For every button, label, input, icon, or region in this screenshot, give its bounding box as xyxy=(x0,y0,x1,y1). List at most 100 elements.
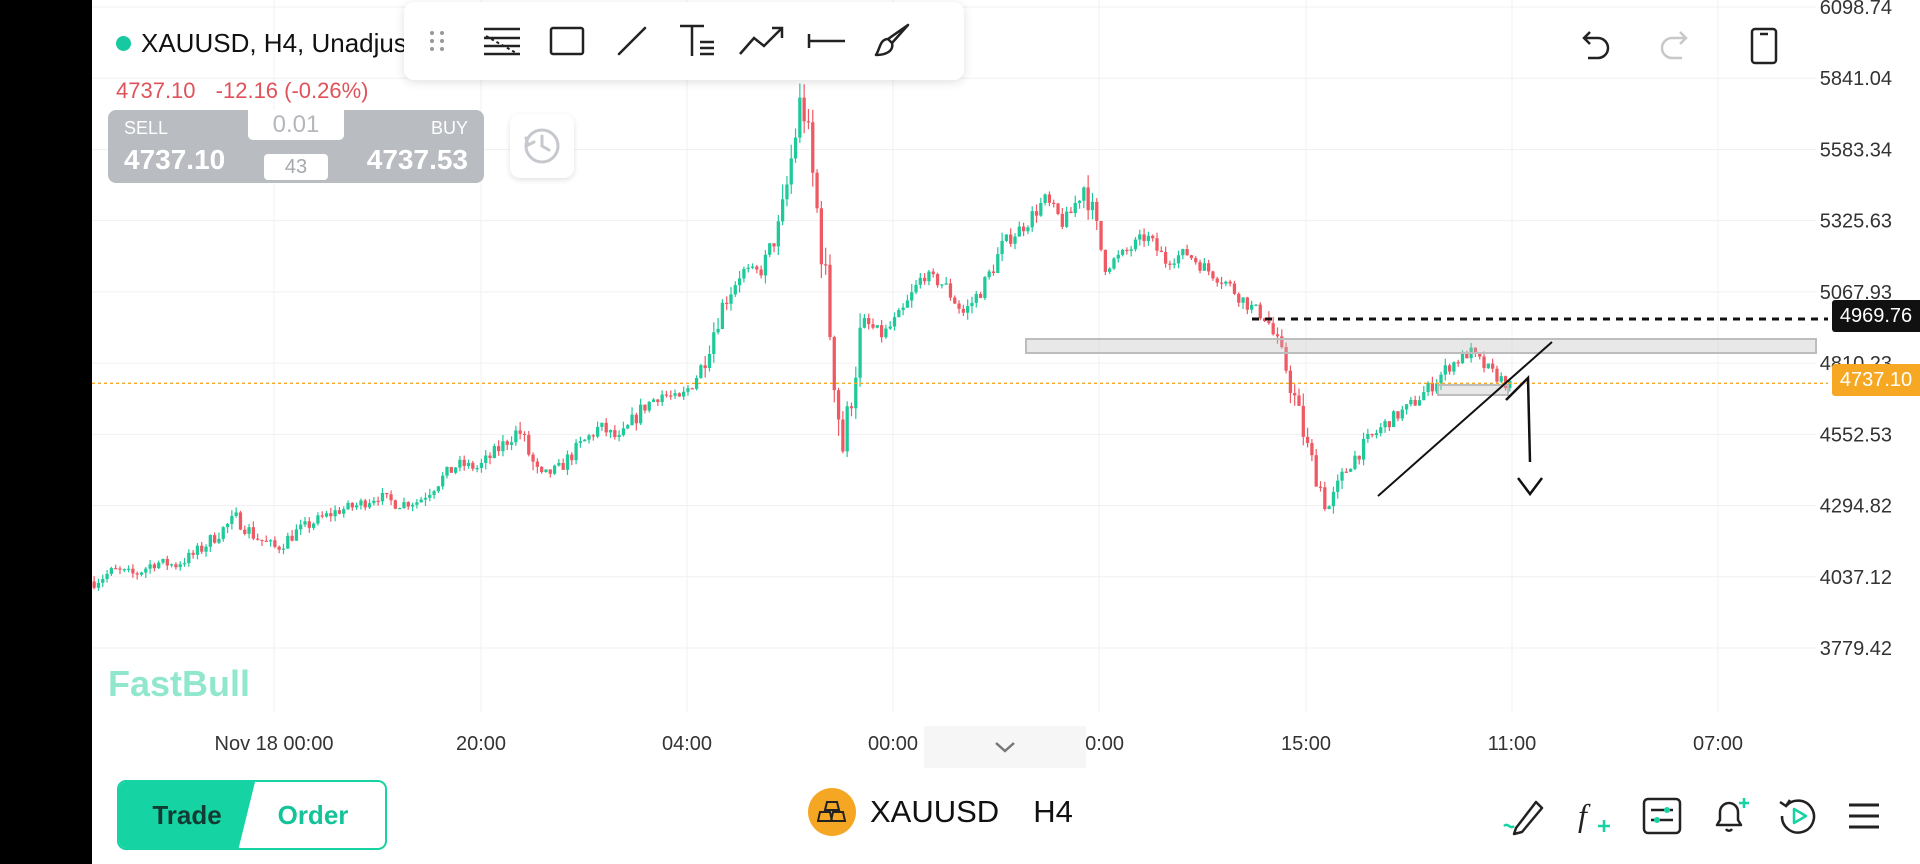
candle-body xyxy=(725,302,729,305)
symbol-selector[interactable]: XAUUSD H4 xyxy=(808,788,1073,836)
spread-badge: 43 xyxy=(264,154,328,180)
candle-body xyxy=(497,446,501,452)
candle-body xyxy=(1108,268,1112,272)
candle-body xyxy=(707,354,712,368)
candle-body xyxy=(488,455,492,458)
candle-body xyxy=(131,568,135,574)
symbol-header[interactable]: XAUUSD, H4, Unadjus xyxy=(116,28,407,59)
candle-body xyxy=(1232,283,1237,294)
down-arrow-head[interactable] xyxy=(1517,477,1543,497)
bar-replay-button[interactable] xyxy=(510,114,574,178)
candle-body xyxy=(1413,399,1417,406)
candle-body xyxy=(1258,304,1262,319)
replay-icon[interactable] xyxy=(1772,790,1824,842)
draw-pen-icon[interactable] xyxy=(1498,790,1550,842)
fib-lines-icon[interactable] xyxy=(469,8,534,74)
buy-button[interactable]: BUY 4737.53 xyxy=(334,110,484,183)
candle-body xyxy=(557,462,561,466)
device-rotate-icon[interactable] xyxy=(1736,18,1792,74)
candle-body xyxy=(1026,227,1030,232)
drag-handle-icon[interactable] xyxy=(404,8,469,74)
menu-icon[interactable] xyxy=(1838,790,1890,842)
candle-body xyxy=(449,466,453,473)
rectangle-icon[interactable] xyxy=(534,8,599,74)
text-tool-icon[interactable] xyxy=(664,8,729,74)
candle-body xyxy=(453,467,458,473)
x-axis-tick-label: 07:00 xyxy=(1693,733,1743,755)
candle-body xyxy=(109,568,113,574)
svg-text:f: f xyxy=(1578,797,1591,833)
tab-trade[interactable]: Trade xyxy=(119,782,255,848)
candle-body xyxy=(428,494,432,498)
resistance-zone-rectangle[interactable] xyxy=(1025,338,1817,354)
candle-body xyxy=(1215,278,1219,283)
candle-body xyxy=(436,486,441,492)
trade-order-switch: Trade Order xyxy=(117,780,387,850)
candle-body xyxy=(238,512,243,530)
alert-add-icon[interactable] xyxy=(1704,790,1756,842)
candle-body xyxy=(122,569,126,571)
ascending-trend-line[interactable] xyxy=(1377,341,1553,497)
candle-body xyxy=(1241,297,1245,303)
candle-body xyxy=(871,324,875,328)
candle-body xyxy=(957,303,961,309)
candle-body xyxy=(1357,455,1361,460)
x-axis-tick-label: 20:00 xyxy=(456,733,506,755)
candle-body xyxy=(669,395,673,397)
candle-body xyxy=(884,328,888,338)
trend-line-icon[interactable] xyxy=(599,8,664,74)
candle-body xyxy=(1155,238,1159,251)
collapse-panel-handle[interactable] xyxy=(924,726,1086,768)
horizontal-line-icon[interactable] xyxy=(794,8,859,74)
indicators-icon[interactable]: f xyxy=(1568,790,1620,842)
candle-body xyxy=(359,500,363,506)
candle-body xyxy=(432,491,436,495)
candle-body xyxy=(126,568,131,570)
candle-body xyxy=(144,568,148,573)
candle-body xyxy=(1202,263,1206,271)
candle-body xyxy=(595,426,600,437)
candle-body xyxy=(1417,400,1422,406)
candle-body xyxy=(875,325,879,328)
candle-body xyxy=(910,292,914,301)
candle-body xyxy=(406,502,410,507)
candle-body xyxy=(617,435,621,438)
candle-body xyxy=(983,277,987,298)
candle-body xyxy=(845,406,849,452)
trade-panel-icon[interactable] xyxy=(1636,790,1688,842)
candle-body xyxy=(712,332,716,355)
candle-body xyxy=(755,266,759,270)
candle-body xyxy=(1387,421,1391,428)
timeframe-label[interactable]: H4 xyxy=(1033,794,1073,829)
candle-body xyxy=(290,535,294,541)
tab-order[interactable]: Order xyxy=(277,799,349,830)
candle-body xyxy=(1065,211,1069,227)
candle-body xyxy=(165,558,169,566)
candle-body xyxy=(1017,226,1021,237)
brush-icon[interactable] xyxy=(859,8,924,74)
candle-body xyxy=(492,446,496,458)
candle-body xyxy=(923,277,927,282)
down-arrow-line[interactable] xyxy=(1505,375,1532,463)
candle-body xyxy=(415,502,419,505)
candle-body xyxy=(161,558,165,563)
candle-body xyxy=(458,459,462,468)
sell-button[interactable]: SELL 4737.10 xyxy=(108,110,258,183)
undo-icon[interactable] xyxy=(1566,18,1622,74)
candle-body xyxy=(935,274,940,286)
candle-body xyxy=(1163,252,1168,264)
candle-body xyxy=(905,300,910,308)
path-tool-icon[interactable] xyxy=(729,8,794,74)
candle-body xyxy=(385,492,389,495)
candle-body xyxy=(1185,249,1189,256)
small-zone-rectangle[interactable] xyxy=(1437,384,1509,396)
candle-body xyxy=(1293,393,1297,396)
candle-body xyxy=(1344,471,1348,473)
lot-size-input[interactable]: 0.01 xyxy=(248,110,344,140)
candle-body xyxy=(527,434,531,455)
candle-body xyxy=(1086,187,1090,211)
candle-body xyxy=(587,435,591,440)
candle-body xyxy=(1095,201,1099,221)
redo-icon[interactable] xyxy=(1648,18,1704,74)
candle-body xyxy=(729,294,733,304)
